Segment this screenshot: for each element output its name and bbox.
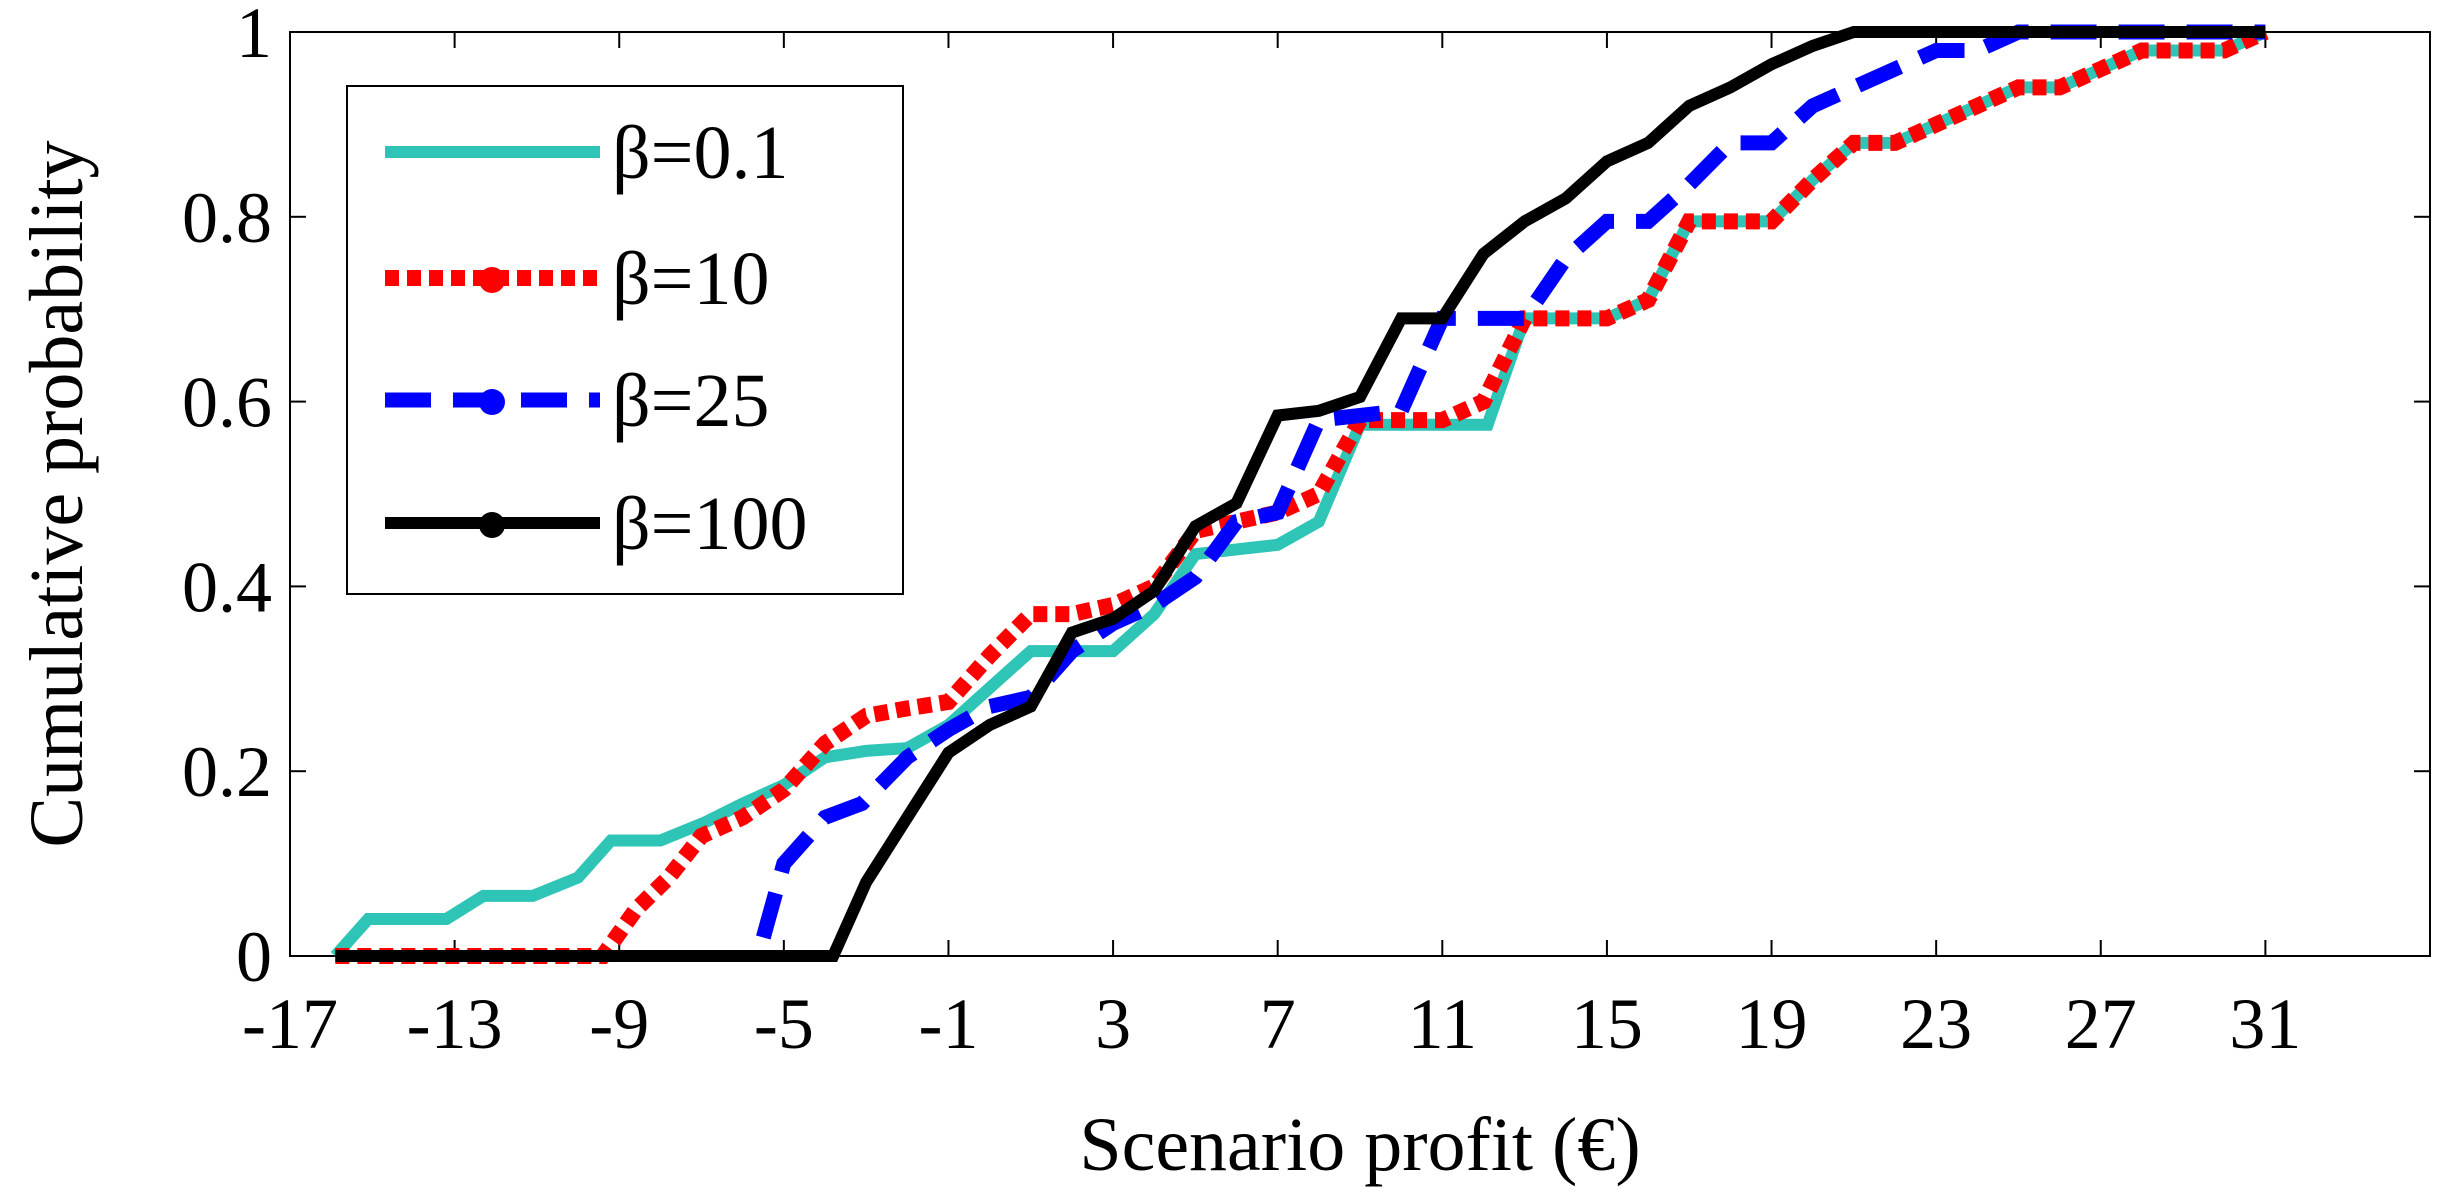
legend: β=0.1 β=10 β=25 β=100: [346, 85, 904, 595]
y-tick-label: 1: [236, 0, 272, 73]
x-tick-label: 27: [2065, 984, 2137, 1064]
series-line-3: [335, 26, 2266, 962]
y-tick-label: 0.8: [182, 178, 272, 258]
x-tick-label: -17: [242, 984, 338, 1064]
x-axis: -17 -13 -9 -5 -1 3 7 11 15 19 23 27 31: [242, 32, 2301, 1064]
x-tick-label: 11: [1408, 984, 1477, 1064]
y-tick-label: 0.4: [182, 547, 272, 627]
x-tick-label: 23: [1900, 984, 1972, 1064]
x-tick-label: 19: [1736, 984, 1808, 1064]
legend-marker-1: [479, 267, 505, 293]
legend-label-1: β=10: [612, 237, 770, 321]
x-tick-label: 31: [2229, 984, 2301, 1064]
y-axis: 0 0.2 0.4 0.6 0.8 1: [182, 0, 2430, 997]
legend-label-3: β=100: [612, 482, 808, 566]
series-layer: [330, 24, 2269, 964]
legend-marker-2: [479, 389, 505, 415]
x-axis-label: Scenario profit (€): [1079, 1103, 1640, 1187]
x-tick-label: -5: [754, 984, 814, 1064]
series-line-1: [335, 24, 2269, 964]
x-tick-label: 15: [1571, 984, 1643, 1064]
x-tick-label: 7: [1260, 984, 1296, 1064]
x-tick-label: -9: [589, 984, 649, 1064]
x-tick-label: -13: [407, 984, 503, 1064]
legend-box: [346, 85, 904, 595]
y-tick-label: 0.2: [182, 732, 272, 812]
y-tick-label: 0.6: [182, 363, 272, 443]
x-tick-label: -1: [918, 984, 978, 1064]
x-tick-label: 3: [1095, 984, 1131, 1064]
legend-label-2: β=25: [612, 359, 770, 443]
legend-label-0: β=0.1: [612, 111, 789, 195]
legend-marker-3: [479, 512, 505, 538]
plot-area: [289, 31, 2431, 957]
y-tick-label: 0: [236, 917, 272, 997]
y-axis-label: Cumulative probability: [15, 140, 99, 847]
